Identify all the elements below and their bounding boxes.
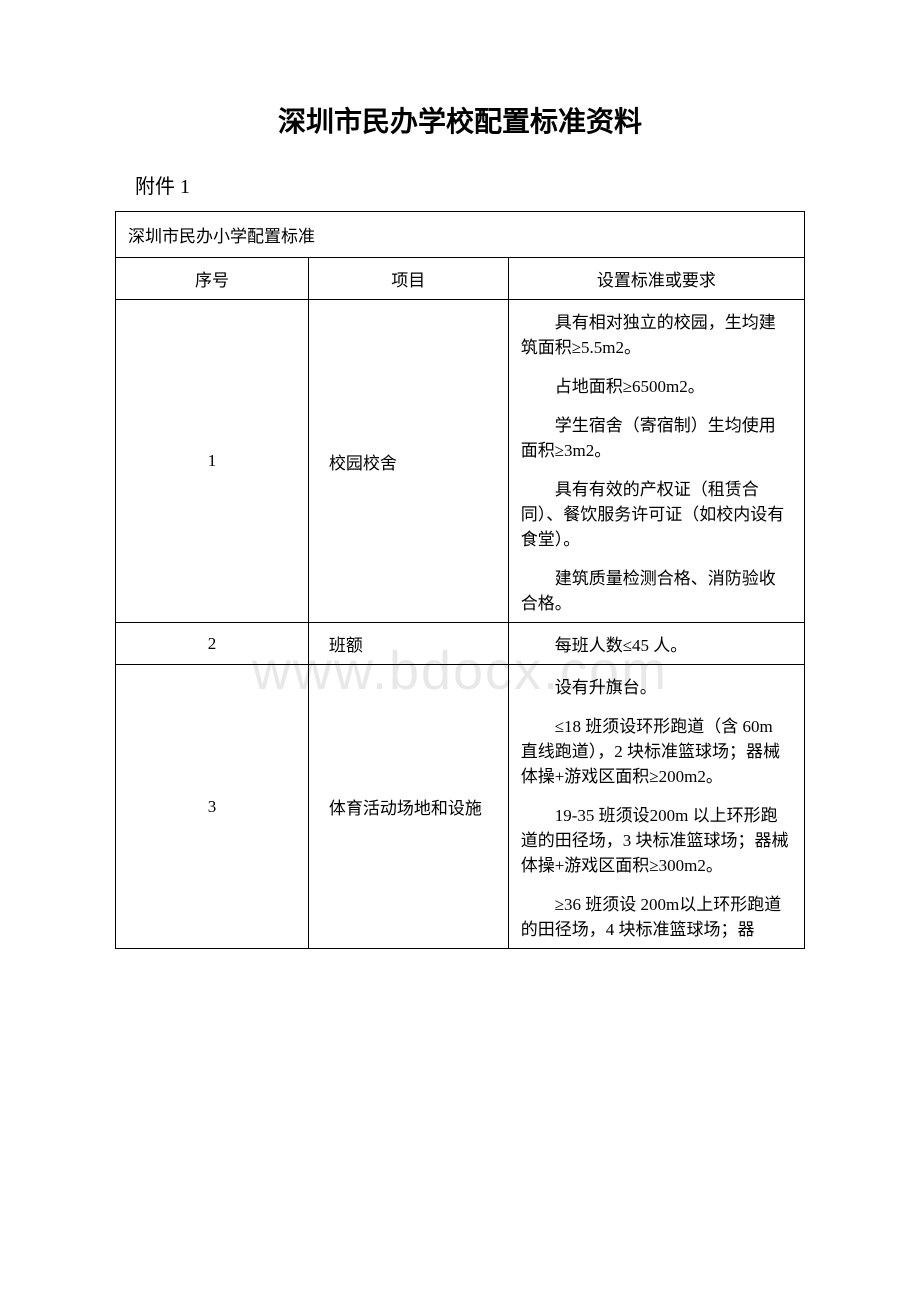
row-req: 设有升旗台。 ≤18 班须设环形跑道（含 60m 直线跑道），2 块标准篮球场；…	[508, 665, 804, 949]
row-seq: 3	[116, 665, 309, 949]
row-req: 具有相对独立的校园，生均建筑面积≥5.5m2。 占地面积≥6500m2。 学生宿…	[508, 300, 804, 623]
row-req: 每班人数≤45 人。	[508, 623, 804, 665]
header-seq: 序号	[116, 258, 309, 300]
page-title: 深圳市民办学校配置标准资料	[115, 100, 805, 140]
table-caption: 深圳市民办小学配置标准	[116, 212, 805, 258]
table-row: 2 班额 每班人数≤45 人。	[116, 623, 805, 665]
table-row: 1 校园校舍 具有相对独立的校园，生均建筑面积≥5.5m2。 占地面积≥6500…	[116, 300, 805, 623]
table-caption-row: 深圳市民办小学配置标准	[116, 212, 805, 258]
standards-table: 深圳市民办小学配置标准 序号 项目 设置标准或要求 1 校园校舍 具有相对独立的…	[115, 211, 805, 949]
req-text: 学生宿舍（寄宿制）生均使用面积≥3m2。	[521, 411, 792, 461]
req-text: 设有升旗台。	[521, 673, 792, 698]
row-seq: 2	[116, 623, 309, 665]
header-req: 设置标准或要求	[508, 258, 804, 300]
req-text: 19-35 班须设200m 以上环形跑道的田径场，3 块标准篮球场；器械体操+游…	[521, 801, 792, 876]
row-seq: 1	[116, 300, 309, 623]
row-item: 体育活动场地和设施	[308, 665, 508, 949]
attachment-label: 附件 1	[115, 170, 805, 199]
req-text: 具有相对独立的校园，生均建筑面积≥5.5m2。	[521, 308, 792, 358]
req-text: ≤18 班须设环形跑道（含 60m 直线跑道），2 块标准篮球场；器械体操+游戏…	[521, 712, 792, 787]
document-content: 深圳市民办学校配置标准资料 附件 1 深圳市民办小学配置标准 序号 项目 设置标…	[115, 100, 805, 949]
row-item: 班额	[308, 623, 508, 665]
req-text: 建筑质量检测合格、消防验收合格。	[521, 564, 792, 614]
header-item: 项目	[308, 258, 508, 300]
table-header-row: 序号 项目 设置标准或要求	[116, 258, 805, 300]
req-text: 占地面积≥6500m2。	[521, 372, 792, 397]
req-text: 具有有效的产权证（租赁合同）、餐饮服务许可证（如校内设有食堂）。	[521, 475, 792, 550]
row-item: 校园校舍	[308, 300, 508, 623]
table-row: 3 体育活动场地和设施 设有升旗台。 ≤18 班须设环形跑道（含 60m 直线跑…	[116, 665, 805, 949]
req-text: ≥36 班须设 200m以上环形跑道的田径场，4 块标准篮球场；器	[521, 890, 792, 940]
req-text: 每班人数≤45 人。	[521, 631, 792, 656]
